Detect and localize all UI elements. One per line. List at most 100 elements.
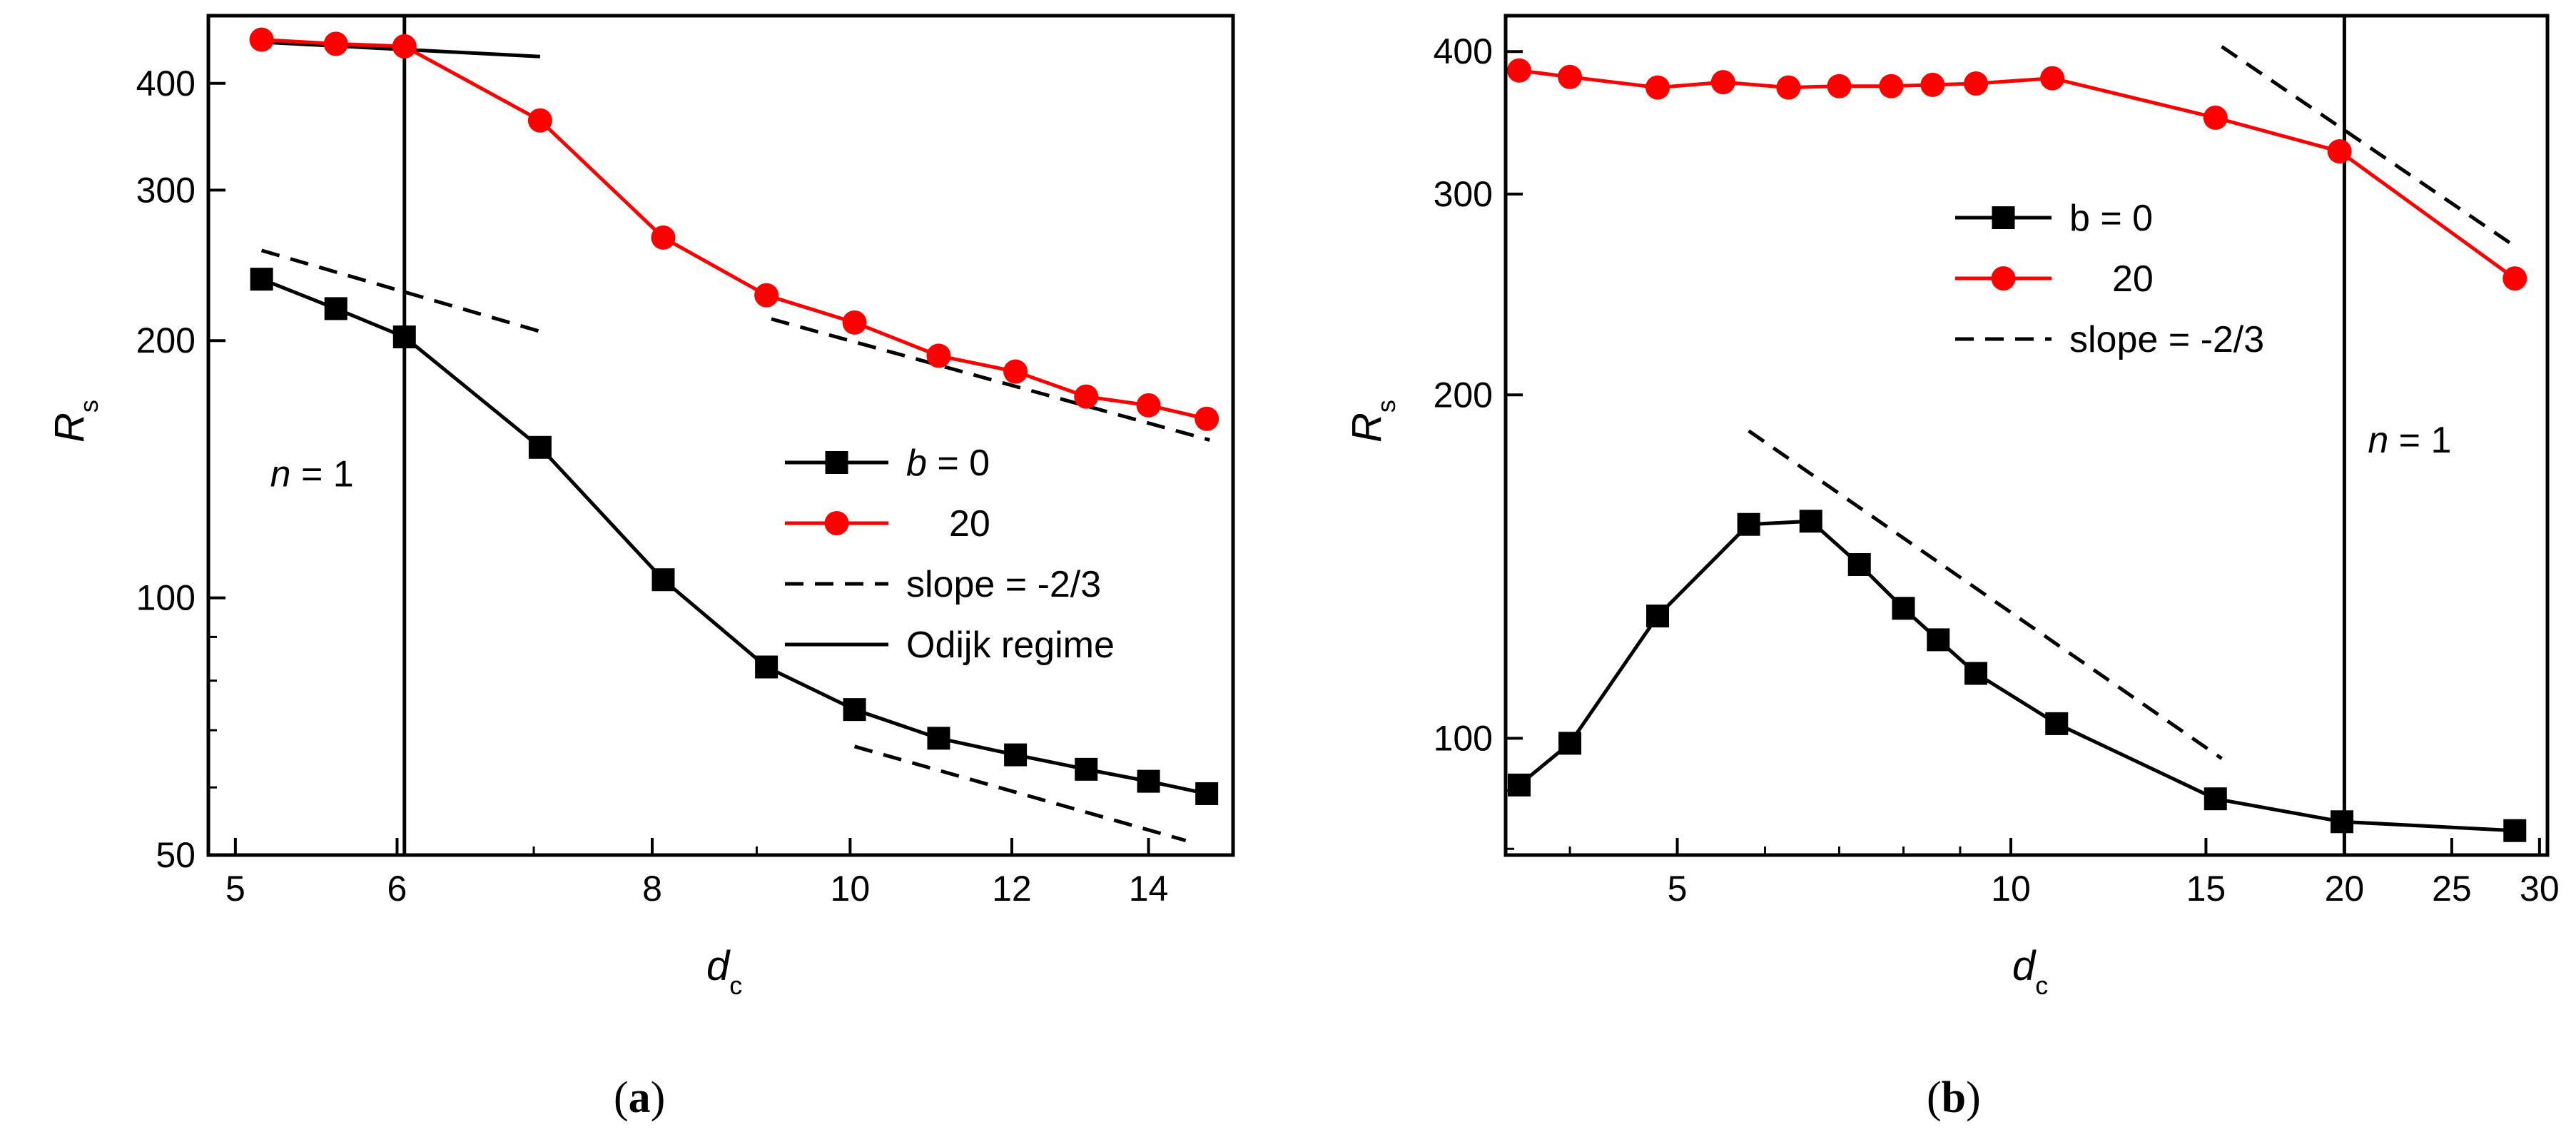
data-point: [1507, 773, 1531, 797]
legend: b = 0 20 slope = -2/3: [1955, 198, 2264, 360]
data-point: [2203, 105, 2228, 130]
slope-guide-line: [2221, 45, 2516, 248]
y-tick-label: 400: [1434, 31, 1493, 71]
data-point: [842, 310, 867, 335]
y-axis-label: Rs: [46, 400, 103, 443]
annotation-italic: n: [270, 454, 291, 495]
data-point: [1964, 71, 1989, 96]
y-axis-label-main: R: [46, 413, 93, 443]
x-tick-label: 10: [1991, 869, 2031, 909]
data-point: [1506, 58, 1531, 83]
series-0: [1507, 510, 2527, 842]
data-point: [754, 283, 779, 308]
data-point: [1075, 757, 1098, 781]
data-point: [1776, 75, 1801, 100]
panel-caption-open: (: [614, 1073, 629, 1122]
data-point: [1003, 359, 1028, 384]
data-point: [843, 698, 866, 722]
legend-entry: slope = -2/3: [1955, 319, 2264, 360]
data-point: [2331, 810, 2354, 834]
data-point: [1827, 74, 1852, 98]
x-tick-label: 30: [2520, 869, 2560, 909]
y-tick-label: 200: [136, 320, 196, 360]
slope-guide-line: [260, 248, 541, 333]
annotation-n-equals-1: n = 1: [270, 454, 354, 495]
panel-caption: (a): [614, 1073, 665, 1122]
x-axis-label-sub: c: [729, 971, 742, 1000]
legend-entry: b = 0: [785, 443, 990, 484]
legend-swatch-marker: [1992, 206, 2015, 229]
data-point: [1004, 743, 1028, 767]
major-ticks: 50 100 200 300 400 5 6 8 10 12 14: [136, 64, 1169, 909]
legend-swatch-marker: [824, 511, 849, 535]
x-tick-label: 15: [2186, 869, 2226, 909]
legend-label: b = 0: [906, 443, 990, 484]
x-axis-label-main: d: [706, 943, 731, 989]
annotation-n-equals-1: n = 1: [2368, 420, 2451, 461]
legend-entry: b = 0: [1955, 198, 2153, 239]
data-point: [2327, 139, 2352, 164]
y-axis-label-main: R: [1344, 413, 1390, 443]
data-point: [250, 268, 273, 291]
series-1: [249, 27, 1219, 431]
series-1: [1506, 58, 2527, 291]
data-point: [323, 31, 348, 56]
annotation-italic: n: [2368, 420, 2388, 461]
legend-label-text: 20: [2112, 258, 2154, 300]
y-tick-label: 200: [1434, 375, 1493, 415]
data-point: [651, 225, 676, 250]
data-point: [927, 727, 950, 750]
data-point: [1799, 510, 1822, 533]
data-point: [1710, 70, 1735, 95]
panel-caption-open: (: [1927, 1073, 1942, 1122]
x-axis-label-sub: c: [2035, 971, 2048, 1000]
legend-label: slope = -2/3: [906, 564, 1101, 605]
legend-label-text: slope = -2/3: [906, 564, 1101, 605]
annotation-text: = 1: [291, 454, 354, 495]
series-2: [1748, 429, 2223, 760]
legend-label-text: b = 0: [2069, 198, 2153, 239]
legend-label-text: slope = -2/3: [2069, 319, 2264, 360]
data-point: [1195, 782, 1219, 805]
data-point: [1927, 628, 1950, 652]
panel-caption-close: ): [1966, 1073, 1981, 1122]
panel-caption: (b): [1927, 1073, 1981, 1122]
x-axis-label-main: d: [2012, 943, 2037, 989]
data-point: [249, 27, 274, 52]
legend-label-text: Odijk regime: [906, 625, 1115, 666]
series-0: [250, 268, 1219, 805]
data-point: [1136, 393, 1161, 418]
data-point: [1847, 553, 1871, 577]
y-axis-label-sub: s: [74, 400, 103, 413]
legend-entry: 20: [1955, 258, 2154, 300]
series-line: [1518, 69, 2516, 281]
x-axis-label: dc: [2012, 943, 2048, 1000]
data-point: [1879, 74, 1904, 98]
legend-label: Odijk regime: [906, 625, 1115, 666]
legend-label: b = 0: [2069, 198, 2153, 239]
data-point: [1964, 662, 1988, 685]
data-point: [392, 34, 417, 59]
annotation-text: = 1: [2388, 420, 2451, 461]
legend: b = 0 20 slope = -2/3 Odijk regime: [785, 443, 1115, 666]
data-point: [1920, 72, 1945, 97]
panel-caption-close: ): [651, 1073, 666, 1122]
x-tick-label: 10: [831, 869, 871, 909]
data-point: [2204, 787, 2227, 811]
y-tick-label: 300: [1434, 174, 1493, 214]
data-point: [1137, 769, 1160, 793]
slope-guide-line: [853, 744, 1187, 843]
x-tick-label: 14: [1129, 869, 1169, 909]
x-tick-label: 20: [2325, 869, 2365, 909]
x-tick-label: 5: [225, 869, 245, 909]
y-tick-label: 300: [136, 170, 196, 210]
x-axis-label: dc: [706, 943, 742, 1000]
y-axis-label: Rs: [1344, 400, 1401, 443]
data-point: [1558, 732, 1582, 755]
data-point: [2040, 66, 2065, 91]
y-tick-label: 100: [136, 578, 196, 618]
legend-label-italic: b: [906, 443, 927, 484]
data-point: [527, 108, 552, 133]
data-point: [1737, 512, 1760, 536]
